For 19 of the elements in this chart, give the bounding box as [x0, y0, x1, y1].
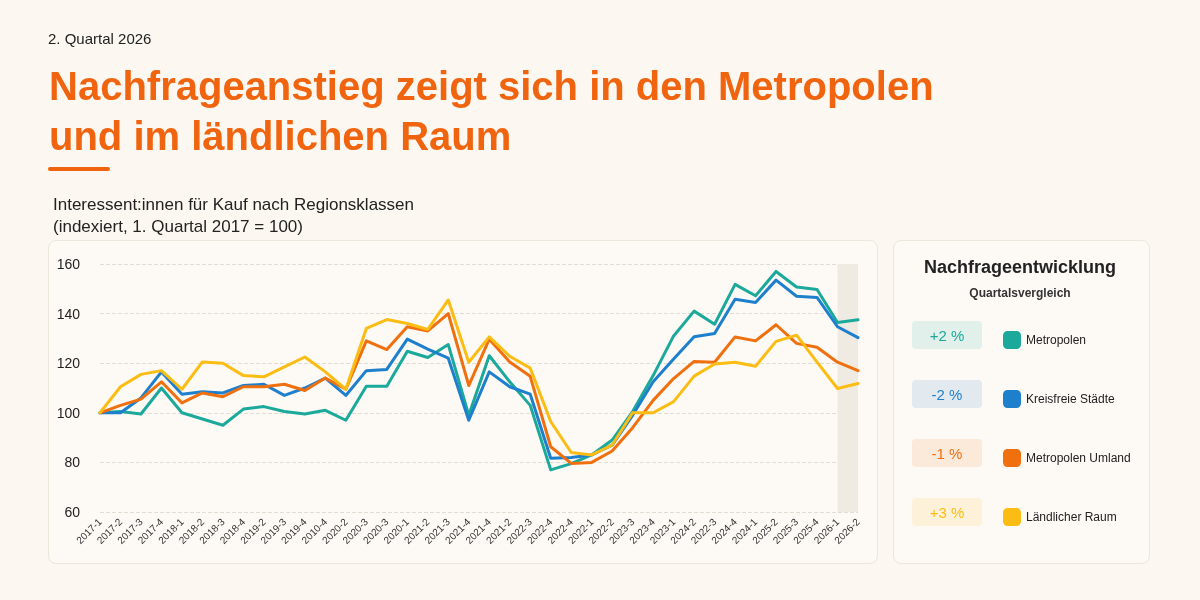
legend-title: Nachfrageentwicklung [923, 257, 1117, 277]
text: +3 % [929, 503, 965, 521]
legend-label: Metropolen [1026, 333, 1087, 347]
y-tick-label: 120 [56, 355, 81, 372]
chart-title: Nachfrageanstieg zeigt sich in den Metropolen und im ländlichen Raum [49, 64, 945, 158]
text: +2 % [929, 326, 965, 344]
y-tick-label: 160 [56, 256, 81, 272]
legend-label: Ländlicher Raum [1026, 510, 1117, 524]
text: -2 % [931, 385, 963, 403]
y-tick-label: 100 [56, 404, 81, 421]
y-tick-label: 140 [56, 305, 81, 322]
text: -1 % [931, 444, 963, 462]
text: 2. Quartal 2026 [48, 30, 152, 47]
legend-label: Kreisfreie Städte [1026, 392, 1116, 406]
legend-label: Metropolen Umland [1026, 451, 1131, 465]
text: Quartalsvergleich [969, 286, 1071, 300]
y-tick-label: 80 [64, 454, 81, 471]
chart-subtitle: Interessent:innen für Kauf nach Regionsklassen (indexiert, 1. Quartal 2017 = 100) [53, 194, 415, 236]
y-tick-label: 60 [64, 504, 81, 520]
